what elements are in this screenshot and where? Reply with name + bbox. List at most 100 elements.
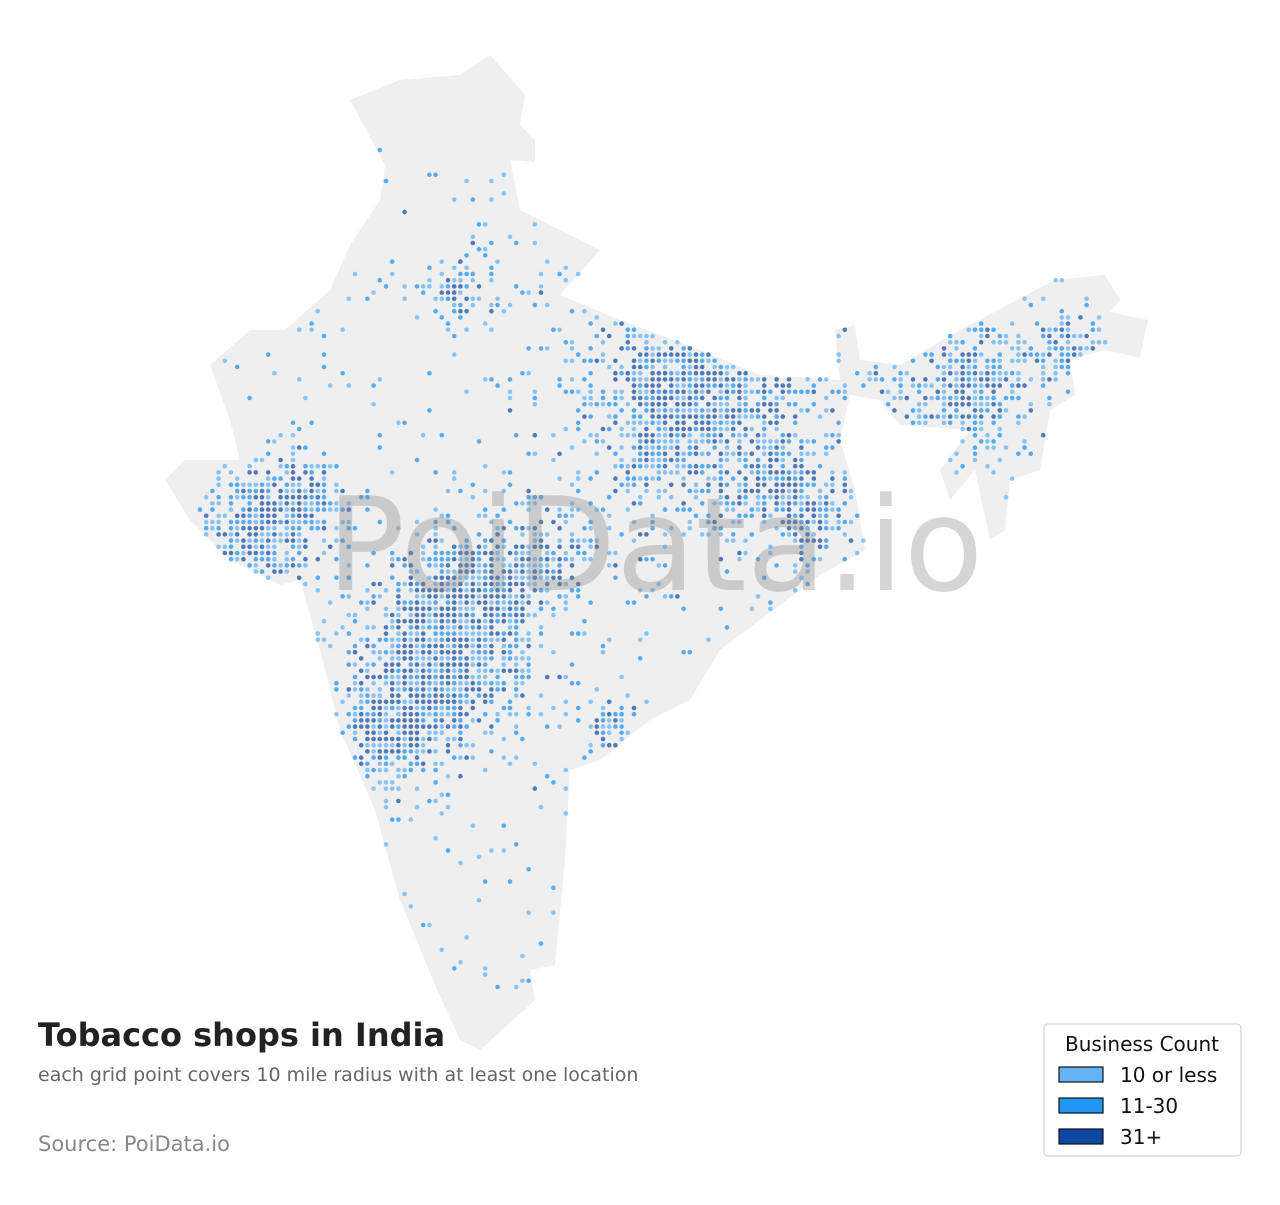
grid-point (383, 749, 389, 754)
grid-point (991, 401, 996, 407)
grid-point (569, 538, 575, 543)
grid-point (718, 532, 724, 537)
grid-point (563, 389, 569, 395)
grid-point (563, 265, 569, 271)
grid-points (197, 147, 1108, 990)
grid-point (340, 507, 345, 512)
grid-point (340, 594, 345, 599)
grid-point (687, 525, 693, 531)
grid-point (402, 637, 407, 643)
grid-point (563, 513, 569, 519)
grid-point (600, 358, 606, 364)
grid-point (216, 544, 221, 550)
grid-point (241, 556, 246, 562)
grid-point (247, 463, 252, 469)
grid-point (495, 544, 500, 550)
grid-point (470, 581, 476, 587)
grid-point (445, 581, 451, 587)
grid-point (954, 358, 959, 364)
grid-point (464, 575, 469, 581)
grid-point (383, 625, 389, 630)
grid-point (941, 401, 947, 407)
grid-point (588, 395, 593, 401)
grid-point (433, 649, 438, 655)
grid-point (439, 792, 445, 798)
grid-point (662, 532, 668, 537)
grid-point (408, 612, 414, 618)
grid-point (668, 352, 674, 357)
grid-point (451, 674, 457, 680)
grid-point (464, 606, 469, 612)
grid-point (1022, 358, 1027, 364)
grid-point (575, 581, 581, 587)
grid-point (501, 507, 507, 512)
grid-point (259, 569, 265, 574)
grid-point (805, 563, 810, 568)
grid-point (327, 501, 333, 506)
grid-point (954, 389, 959, 395)
grid-point (315, 494, 321, 500)
grid-point (272, 439, 277, 444)
grid-point (656, 470, 662, 475)
grid-point (761, 401, 767, 407)
grid-point (365, 507, 370, 512)
grid-point (1078, 315, 1083, 320)
grid-point (1071, 352, 1077, 357)
grid-point (296, 525, 302, 531)
grid-point (433, 798, 438, 804)
grid-point (476, 222, 482, 227)
grid-point (464, 594, 469, 599)
grid-point (662, 408, 668, 413)
grid-point (334, 538, 339, 543)
grid-point (1065, 339, 1071, 345)
grid-point (1065, 321, 1071, 326)
grid-point (216, 476, 221, 481)
grid-point (247, 470, 252, 475)
grid-point (805, 519, 810, 525)
grid-point (755, 501, 761, 506)
grid-point (978, 420, 984, 426)
grid-point (408, 749, 414, 754)
grid-point (464, 711, 469, 717)
grid-point (830, 470, 835, 475)
grid-point (489, 637, 494, 643)
grid-point (1053, 358, 1058, 364)
grid-point (321, 494, 327, 500)
grid-point (557, 581, 562, 587)
grid-point (383, 178, 389, 184)
grid-point (216, 525, 221, 531)
grid-point (408, 761, 414, 767)
grid-point (625, 693, 631, 698)
grid-point (501, 308, 507, 314)
grid-point (259, 457, 265, 463)
grid-point (619, 730, 624, 736)
grid-point (799, 457, 804, 463)
grid-point (482, 513, 488, 519)
grid-point (687, 507, 693, 512)
grid-point (780, 463, 786, 469)
grid-point (402, 563, 407, 568)
grid-point (458, 259, 463, 264)
grid-point (389, 259, 395, 264)
grid-point (464, 556, 469, 562)
grid-point (365, 662, 370, 667)
grid-point (408, 649, 414, 655)
grid-point (991, 339, 996, 345)
grid-point (594, 315, 600, 320)
grid-point (792, 482, 798, 488)
grid-point (383, 786, 389, 791)
grid-point (594, 687, 600, 692)
grid-point (470, 649, 476, 655)
grid-point (817, 488, 823, 494)
grid-point (712, 463, 717, 469)
grid-point (712, 370, 717, 376)
grid-point (476, 649, 482, 655)
grid-point (445, 693, 451, 698)
grid-point (755, 401, 761, 407)
grid-point (470, 823, 476, 829)
grid-point (464, 253, 469, 258)
grid-point (588, 742, 593, 748)
grid-point (365, 674, 370, 680)
grid-point (433, 606, 438, 612)
grid-point (476, 284, 482, 289)
